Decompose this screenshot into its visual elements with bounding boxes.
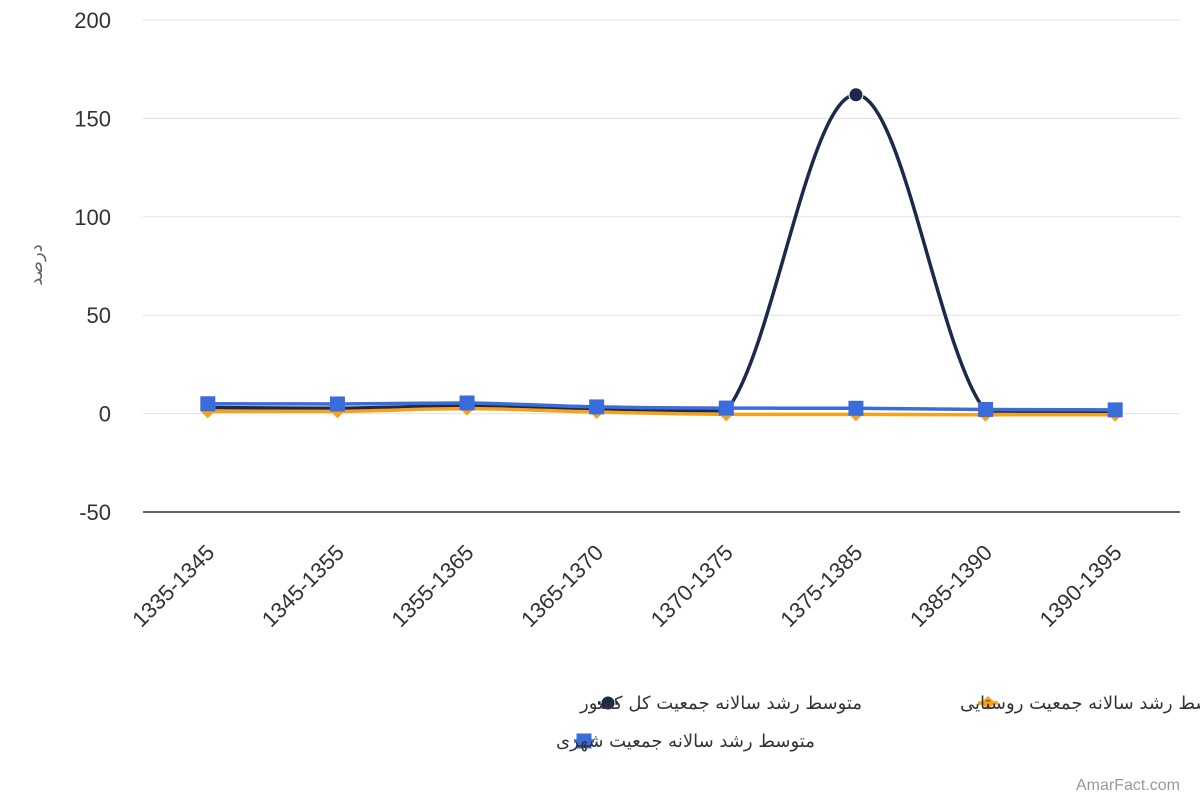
x-tick-label: 1385-1390	[905, 540, 997, 632]
legend-item: متوسط رشد سالانه جمعیت روستایی	[960, 693, 1200, 714]
data-point	[329, 396, 345, 412]
x-tick-label: 1355-1365	[387, 540, 479, 632]
x-tick-label: 1370-1375	[646, 540, 738, 632]
y-tick-label: -50	[79, 500, 111, 525]
legend-item: متوسط رشد سالانه جمعیت شهری	[556, 731, 815, 752]
y-tick-label: 200	[74, 8, 111, 33]
series-0	[200, 87, 1123, 419]
data-point	[978, 401, 994, 417]
y-tick-label: 150	[74, 106, 111, 131]
legend-label: متوسط رشد سالانه جمعیت روستایی	[960, 693, 1200, 714]
legend-item: متوسط رشد سالانه جمعیت کل کشور	[579, 693, 862, 714]
legend-marker	[600, 695, 616, 711]
x-tick-label: 1375-1385	[775, 540, 867, 632]
series-2	[200, 395, 1123, 418]
y-axis-title: درصد	[26, 244, 47, 285]
legend-label: متوسط رشد سالانه جمعیت شهری	[556, 731, 815, 752]
data-point	[848, 400, 864, 416]
legend-label: متوسط رشد سالانه جمعیت کل کشور	[579, 693, 862, 714]
legend-marker	[576, 733, 592, 749]
y-axis-ticks: -50 0 50 100 150 200	[74, 8, 111, 525]
series-line	[206, 93, 1117, 413]
y-tick-label: 50	[87, 303, 111, 328]
data-point	[1107, 402, 1123, 418]
series-line	[206, 401, 1117, 412]
x-tick-label: 1335-1345	[127, 540, 219, 632]
data-point	[848, 87, 864, 103]
x-tick-label: 1345-1355	[257, 540, 349, 632]
x-tick-label: 1365-1370	[516, 540, 608, 632]
credit-text: AmarFact.com	[1076, 777, 1180, 794]
gridlines	[143, 19, 1180, 513]
data-point	[589, 399, 605, 415]
data-point	[459, 395, 475, 411]
series-lines	[200, 87, 1123, 422]
x-axis-ticks: 1335-1345 1345-1355 1355-1365 1365-1370 1370…	[127, 540, 1126, 632]
y-tick-label: 0	[99, 402, 111, 427]
series-line	[206, 406, 1117, 417]
data-point	[200, 396, 216, 412]
x-tick-label: 1390-1395	[1035, 540, 1127, 632]
y-tick-label: 100	[74, 205, 111, 230]
legend-marker	[981, 696, 995, 710]
data-point	[718, 400, 734, 416]
legend: متوسط رشد سالانه جمعیت کل کشور متوسط رشد …	[556, 693, 1200, 752]
